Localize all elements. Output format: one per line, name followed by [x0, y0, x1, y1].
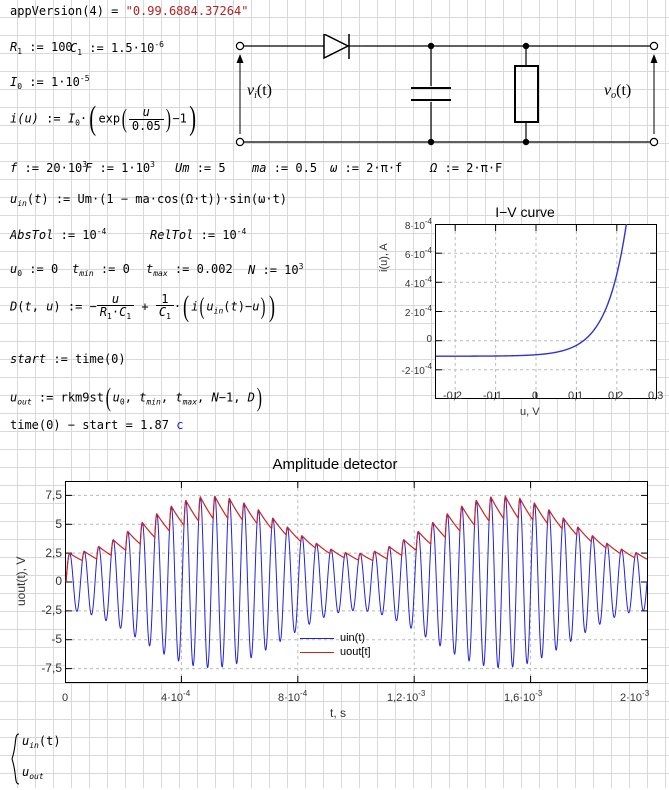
- exp-function: exp: [98, 111, 121, 126]
- ma-definition[interactable]: ma := 0.5: [252, 161, 318, 175]
- ad-tickmarks: [66, 482, 647, 682]
- r1-definition[interactable]: R1 := 100: [10, 40, 73, 56]
- minus-one: 1: [179, 111, 187, 126]
- n-exponent: 3: [298, 262, 304, 271]
- tmax-value: 0.002: [196, 262, 233, 276]
- start-rhs: time(0): [75, 352, 126, 366]
- abstol-definition[interactable]: AbsTol := 10-4: [10, 227, 107, 242]
- reltol-exponent: -4: [236, 227, 247, 236]
- F-exponent: 3: [150, 160, 155, 169]
- legend-label-uin: uin(t): [340, 632, 366, 644]
- app-version-label: appVersion(4): [10, 4, 104, 18]
- iv-chart-title: I−V curve: [495, 204, 555, 220]
- tmin-definition[interactable]: tmin := 0: [72, 262, 130, 278]
- ad-chart-title: Amplitude detector: [272, 456, 398, 473]
- iv-curve-series: [436, 224, 628, 357]
- big-omega-definition[interactable]: Ω := 2·π·F: [430, 161, 503, 175]
- uin-definition[interactable]: uin(t) := Um·(1 − ma·cos(Ω·t))·sin(ω·t): [10, 192, 288, 208]
- diode-current-definition[interactable]: i(u) := I0·(exp(u 0.05) −1): [10, 100, 196, 137]
- F-definition[interactable]: F := 1·103: [85, 160, 155, 175]
- circuit-diagram: [235, 34, 659, 147]
- n-definition[interactable]: N := 103: [248, 262, 304, 277]
- tmin-value: 0: [122, 262, 130, 276]
- solver-function-name: rkm9st: [60, 390, 104, 405]
- iv-gridlines-v: [454, 225, 618, 398]
- i0-exponent: -5: [79, 74, 90, 83]
- elapsed-value: 1.87: [140, 418, 169, 432]
- um-definition[interactable]: Um := 5: [175, 161, 226, 175]
- terminal-in-top: [235, 41, 245, 51]
- F-mantissa: 1: [121, 161, 129, 175]
- input-voltage-arrow: [236, 54, 244, 134]
- legend-swatch-uout: [300, 651, 334, 653]
- ad-ytick-col: 7,5 5 2,5 0 -2,5 -5 -7,5: [41, 488, 62, 675]
- legend-entry-uout: uout[t]: [300, 646, 371, 658]
- ad-chart-xlabel: t, s: [330, 706, 347, 720]
- abstol-exponent: -4: [96, 227, 107, 236]
- exp-numerator: u: [142, 104, 150, 119]
- u0-value: 0: [50, 262, 59, 276]
- ad-chart-plot[interactable]: [65, 481, 648, 683]
- resistor-symbol: [514, 42, 539, 146]
- f-mantissa: 20: [46, 161, 61, 175]
- i0-definition[interactable]: I0 := 1·10-5: [10, 74, 90, 91]
- output-voltage-label: vo(t): [604, 82, 632, 101]
- legend-swatch-uin: [300, 637, 334, 639]
- capacitor-symbol: [411, 42, 451, 146]
- terminal-out-bottom: [649, 137, 659, 147]
- start-definition[interactable]: start := time(0): [10, 352, 126, 366]
- i-function-lhs: i(u): [10, 111, 39, 126]
- big-omega-rhs: 2·π·F: [466, 161, 503, 175]
- ma-value: 0.5: [295, 161, 318, 175]
- elapsed-unit: c: [176, 418, 184, 432]
- vector-brace-icon: [11, 733, 20, 785]
- f-definition[interactable]: f := 20·103: [10, 160, 88, 175]
- iv-gridlines-h: [436, 252, 656, 371]
- i0-mantissa: 1: [50, 75, 59, 89]
- tmax-definition[interactable]: tmax := 0.002: [146, 262, 233, 278]
- legend-entry-uin: uin(t): [300, 632, 371, 644]
- diode-symbol: [323, 34, 364, 60]
- vector-row-uout: uout: [22, 765, 44, 781]
- ad-uin-series: [65, 495, 648, 669]
- c1-definition[interactable]: C1 := 1.5·10-6: [70, 40, 164, 57]
- terminal-in-bottom: [235, 137, 245, 147]
- app-version-value: "0.99.6884.37264": [125, 4, 249, 18]
- omega-rhs: 2·π·f: [366, 161, 403, 175]
- i0-ref: I: [67, 111, 76, 126]
- f-exponent: 3: [82, 160, 88, 169]
- exp-denominator: 0.05: [128, 118, 164, 133]
- omega-definition[interactable]: ω := 2·π·f: [330, 161, 403, 175]
- iv-ytick-col: -2·10-4 0 2·10-4 4·10-4 6·10-4 8·10-4: [401, 217, 432, 377]
- iv-chart-xlabel: u, V: [520, 406, 540, 418]
- output-vector-region[interactable]: uin(t) uout: [8, 728, 61, 790]
- ode-definition[interactable]: D(t, u) := − u R1·C1 + 1 C1 ·(i(uin(t)−u)): [10, 290, 276, 323]
- elapsed-lhs: time(0) − start: [10, 418, 119, 432]
- u0-definition[interactable]: u0 := 0: [10, 262, 59, 278]
- input-voltage-label: vi(t): [247, 82, 272, 101]
- um-value: 5: [218, 161, 226, 175]
- iv-tickmarks: [436, 225, 656, 398]
- elapsed-time-result[interactable]: time(0) − start = 1.87 c: [10, 418, 184, 432]
- legend-label-uout: uout[t]: [340, 646, 371, 658]
- reltol-definition[interactable]: RelTol := 10-4: [150, 227, 247, 242]
- output-voltage-arrow: [650, 54, 658, 134]
- iv-chart-plot[interactable]: [435, 224, 657, 399]
- r1-value: 100: [50, 40, 73, 54]
- vector-row-uin: uin(t): [22, 734, 61, 750]
- n-mantissa: 10: [284, 263, 299, 277]
- c1-exponent: -6: [154, 40, 164, 49]
- ad-uout-series: [65, 495, 648, 583]
- uout-solver-definition[interactable]: uout := rkm9st(u0, tmin, tmax, N−1, D): [10, 383, 262, 412]
- terminal-out-top: [649, 41, 659, 51]
- app-version-region[interactable]: appVersion(4) = "0.99.6884.37264": [10, 4, 249, 18]
- c1-mantissa: 1.5: [110, 41, 133, 55]
- uin-rhs: Um·(1 − ma·cos(Ω·t))·sin(ω·t): [77, 192, 288, 206]
- ad-chart-legend: uin(t) uout[t]: [300, 632, 371, 660]
